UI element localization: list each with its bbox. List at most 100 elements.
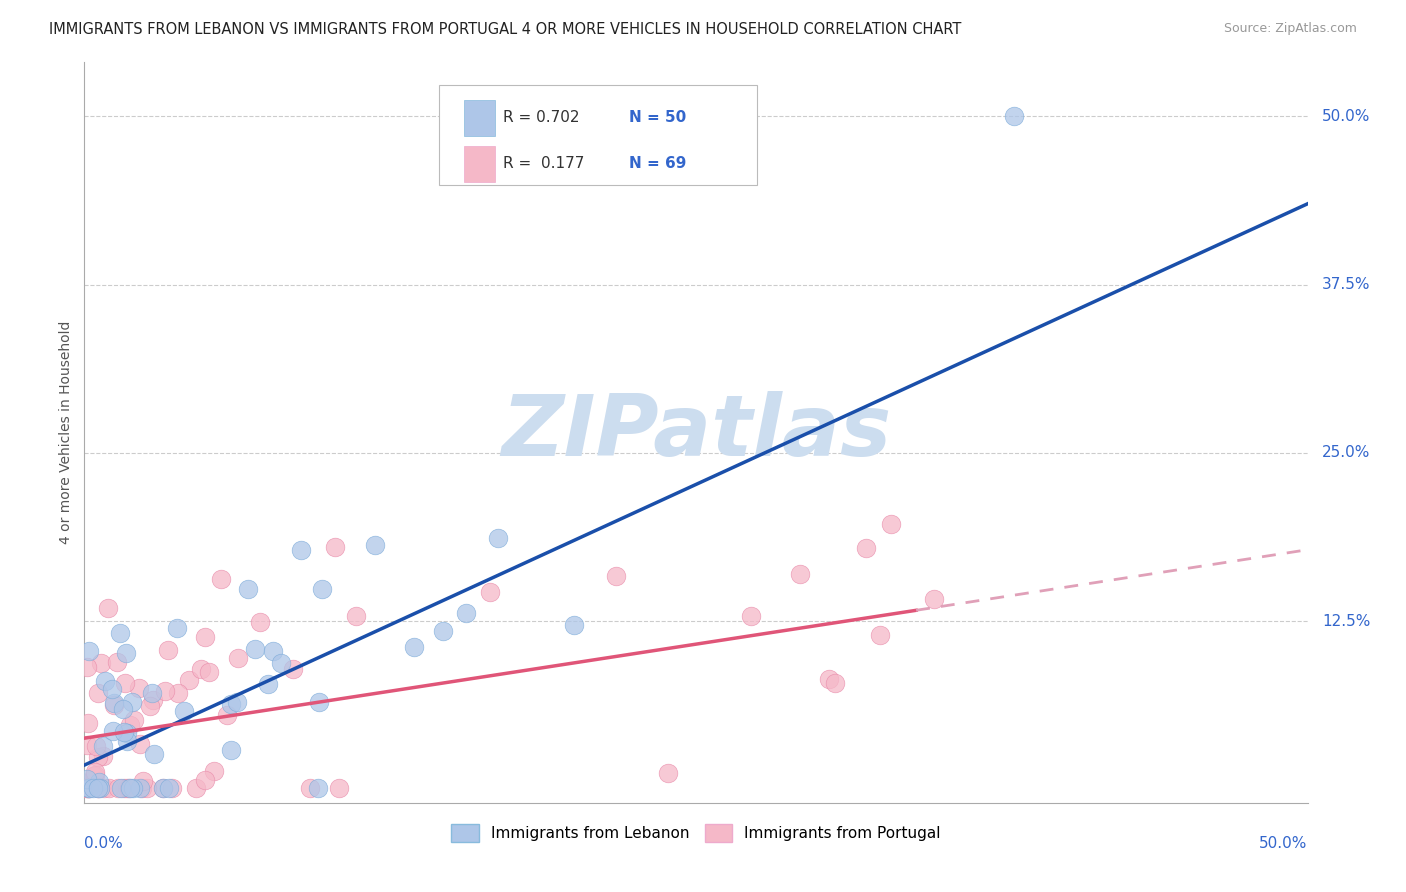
Point <box>105 656 128 670</box>
Point <box>562 617 585 632</box>
Point <box>217 708 239 723</box>
Point <box>97 780 120 795</box>
Point <box>142 693 165 707</box>
Point <box>77 780 100 795</box>
Point <box>198 665 221 679</box>
Point <box>76 738 98 752</box>
Point <box>243 641 266 656</box>
Point <box>256 676 278 690</box>
Point <box>132 773 155 788</box>
Point <box>121 695 143 709</box>
Point <box>152 780 174 795</box>
Point <box>605 569 627 583</box>
Point <box>87 780 110 795</box>
Point <box>82 780 104 795</box>
Point <box>160 780 183 795</box>
Point <box>249 615 271 629</box>
Point <box>1002 109 1025 123</box>
Point <box>818 672 841 686</box>
FancyBboxPatch shape <box>439 85 758 185</box>
Text: 50.0%: 50.0% <box>1322 109 1371 124</box>
Point <box>262 644 284 658</box>
Point <box>880 516 903 531</box>
Point <box>157 643 180 657</box>
Point <box>118 780 141 795</box>
Point <box>76 780 98 795</box>
Point <box>114 675 136 690</box>
Point <box>323 540 346 554</box>
Point <box>190 662 212 676</box>
Point <box>194 630 217 644</box>
Point <box>298 780 321 795</box>
Point <box>91 748 114 763</box>
Point <box>84 739 107 753</box>
Point <box>114 646 136 660</box>
Point <box>84 764 107 779</box>
Point <box>77 780 100 795</box>
FancyBboxPatch shape <box>464 146 495 182</box>
Point <box>76 659 98 673</box>
Point <box>118 780 141 795</box>
Point <box>77 780 100 795</box>
Point <box>657 766 679 780</box>
Point <box>87 750 110 764</box>
Point <box>122 780 145 795</box>
Point <box>270 656 292 670</box>
Point <box>226 651 249 665</box>
Text: IMMIGRANTS FROM LEBANON VS IMMIGRANTS FROM PORTUGAL 4 OR MORE VEHICLES IN HOUSEH: IMMIGRANTS FROM LEBANON VS IMMIGRANTS FR… <box>49 22 962 37</box>
Point <box>107 780 129 795</box>
Point <box>83 769 105 783</box>
Point <box>103 698 125 712</box>
Point <box>236 582 259 596</box>
Point <box>202 764 225 778</box>
Point <box>166 621 188 635</box>
Point <box>112 724 135 739</box>
Text: 50.0%: 50.0% <box>1260 836 1308 851</box>
Point <box>115 780 138 795</box>
Point <box>131 780 153 795</box>
Point <box>281 662 304 676</box>
Point <box>142 747 165 761</box>
Point <box>486 532 509 546</box>
Point <box>87 780 110 795</box>
Text: 37.5%: 37.5% <box>1322 277 1371 292</box>
Text: R =  0.177: R = 0.177 <box>503 156 583 171</box>
Point <box>307 780 329 795</box>
Point <box>76 716 98 731</box>
Text: R = 0.702: R = 0.702 <box>503 111 579 126</box>
Point <box>93 739 115 754</box>
Point <box>226 695 249 709</box>
Y-axis label: 4 or more Vehicles in Household: 4 or more Vehicles in Household <box>59 321 73 544</box>
Text: 0.0%: 0.0% <box>84 836 124 851</box>
Point <box>924 591 946 606</box>
Point <box>209 573 232 587</box>
Point <box>404 640 426 654</box>
Point <box>479 584 502 599</box>
Point <box>740 608 762 623</box>
Point <box>115 725 138 739</box>
Point <box>97 600 120 615</box>
Point <box>869 628 891 642</box>
Point <box>94 674 117 689</box>
Point <box>311 582 333 596</box>
Point <box>194 773 217 788</box>
Point <box>432 624 454 639</box>
Point <box>86 686 108 700</box>
Point <box>112 780 135 795</box>
FancyBboxPatch shape <box>464 100 495 136</box>
Point <box>87 780 110 795</box>
Point <box>101 723 124 738</box>
Point <box>308 695 330 709</box>
Point <box>789 567 811 582</box>
Point <box>824 675 846 690</box>
Point <box>108 626 131 640</box>
Text: 12.5%: 12.5% <box>1322 614 1371 629</box>
Point <box>89 780 111 795</box>
Point <box>153 683 176 698</box>
Point <box>364 538 387 552</box>
Point <box>93 780 115 795</box>
Point <box>101 682 124 697</box>
Point <box>115 734 138 748</box>
Point <box>166 686 188 700</box>
Point <box>76 772 98 787</box>
